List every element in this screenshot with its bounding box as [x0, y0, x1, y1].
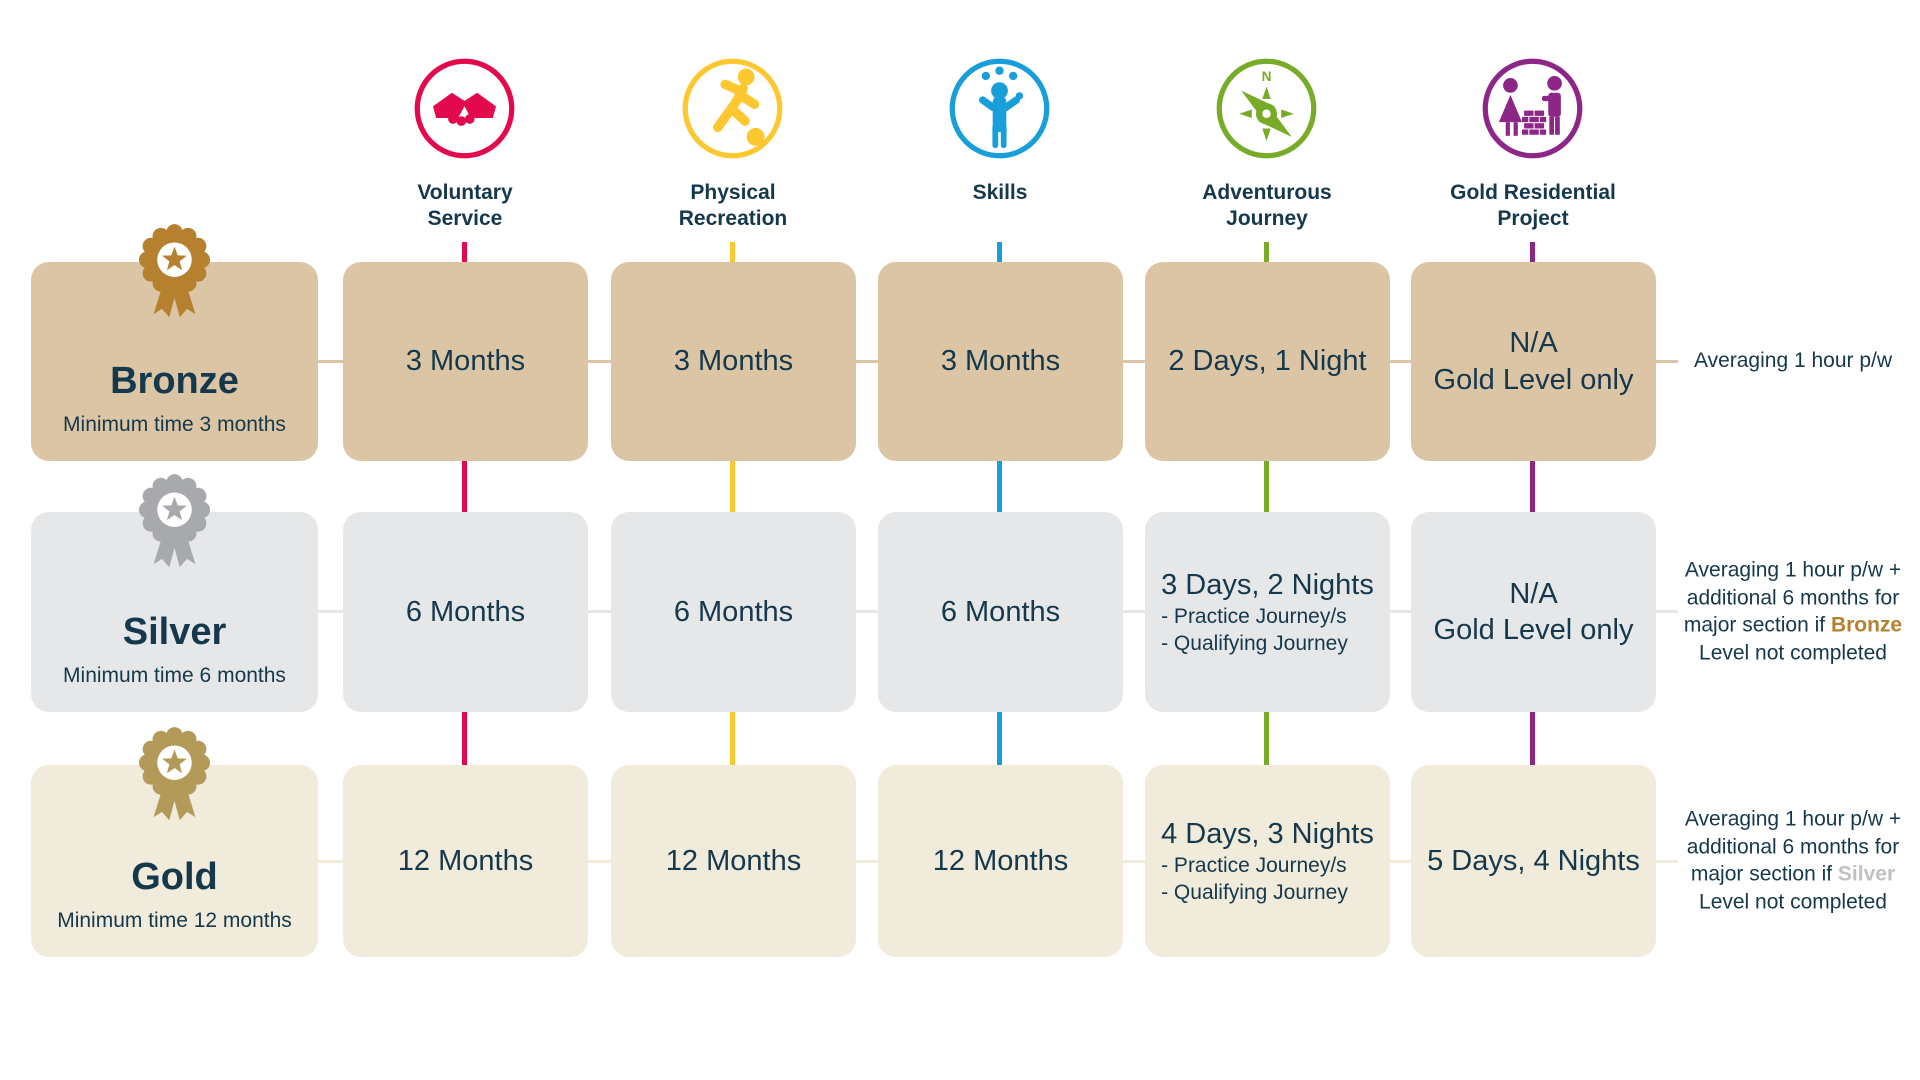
gold-level-title: Gold [131, 856, 218, 899]
column-header-skills: Skills [875, 180, 1125, 206]
column-header-gold-residential-project: Gold Residential Project [1408, 180, 1658, 232]
cell-value-line2: Gold Level only [1433, 363, 1634, 396]
cell-value: 12 Months [665, 844, 802, 877]
column-header-adventurous-journey: Adventurous Journey [1142, 180, 1392, 232]
column-header-line2: Service [427, 207, 503, 230]
physical-recreation-connector-line [730, 242, 735, 765]
gold-row-note: Averaging 1 hour p/w + additional 6 mont… [1666, 806, 1920, 917]
cell-value: 3 Months [940, 345, 1061, 378]
bronze-level-min-time: Minimum time 3 months [63, 413, 286, 436]
cell-bullet: - Qualifying Journey [1161, 881, 1348, 905]
cell-bullet: - Qualifying Journey [1161, 632, 1348, 656]
cell-value: 6 Months [405, 595, 526, 628]
gold-residential-connector-line [1530, 242, 1535, 765]
silver-level-min-time: Minimum time 6 months [63, 664, 286, 687]
column-header-line2: Journey [1226, 207, 1308, 230]
people-wall-icon [1480, 56, 1585, 161]
cell-gold-skills: 12 Months [878, 765, 1123, 957]
silver-medal-icon [122, 470, 227, 585]
column-header-line1: Gold Residential [1450, 181, 1616, 204]
cell-value: 6 Months [673, 595, 794, 628]
cell-value: N/A [1509, 577, 1558, 610]
bronze-level-title: Bronze [110, 360, 239, 403]
cell-value: 12 Months [397, 844, 534, 877]
cell-gold-physical-recreation: 12 Months [611, 765, 856, 957]
skills-connector-line [997, 242, 1002, 765]
note-text: Level not completed [1699, 890, 1887, 914]
cell-gold-adventurous-journey: 4 Days, 3 Nights - Practice Journey/s - … [1145, 765, 1390, 957]
compass-icon: N [1214, 56, 1319, 161]
column-header-line1: Physical [690, 181, 776, 204]
note-highlight: Bronze [1830, 614, 1903, 637]
adventurous-journey-connector-line [1264, 242, 1269, 765]
footballer-icon [680, 56, 785, 161]
juggler-icon [947, 56, 1052, 161]
column-header-line2: Recreation [678, 207, 788, 230]
silver-level-title: Silver [122, 611, 227, 654]
cell-silver-voluntary-service: 6 Months [343, 512, 588, 712]
cell-value: 3 Months [405, 345, 526, 378]
column-header-line1: Adventurous [1202, 181, 1332, 204]
column-header-voluntary-service: Voluntary Service [340, 180, 590, 232]
cell-value: 4 Days, 3 Nights [1161, 817, 1374, 850]
bronze-medal-icon [122, 220, 227, 335]
cell-value: 6 Months [940, 595, 1061, 628]
cell-silver-physical-recreation: 6 Months [611, 512, 856, 712]
cell-silver-skills: 6 Months [878, 512, 1123, 712]
cell-value: 3 Months [673, 345, 794, 378]
note-highlight: Silver [1837, 863, 1896, 886]
silver-row-note: Averaging 1 hour p/w + additional 6 mont… [1666, 557, 1920, 668]
column-header-line2: Project [1497, 207, 1569, 230]
cell-bullet: - Practice Journey/s [1161, 604, 1347, 628]
cell-value: 3 Days, 2 Nights [1161, 568, 1374, 601]
gold-level-min-time: Minimum time 12 months [57, 909, 292, 932]
cell-bronze-skills: 3 Months [878, 262, 1123, 461]
column-header-line1: Skills [972, 181, 1028, 204]
cell-silver-adventurous-journey: 3 Days, 2 Nights - Practice Journey/s - … [1145, 512, 1390, 712]
cell-bullet: - Practice Journey/s [1161, 853, 1347, 877]
note-text: Level not completed [1699, 641, 1887, 665]
cell-bronze-voluntary-service: 3 Months [343, 262, 588, 461]
cell-bronze-gold-residential: N/A Gold Level only [1411, 262, 1656, 461]
cell-value-line2: Gold Level only [1433, 614, 1634, 646]
handshake-icon [412, 56, 517, 161]
cell-gold-voluntary-service: 12 Months [343, 765, 588, 957]
cell-value: 12 Months [932, 844, 1069, 877]
cell-gold-gold-residential: 5 Days, 4 Nights [1411, 765, 1656, 957]
bronze-row-note: Averaging 1 hour p/w [1666, 347, 1920, 375]
cell-bronze-adventurous-journey: 2 Days, 1 Night [1145, 262, 1390, 461]
cell-silver-gold-residential: N/A Gold Level only [1411, 512, 1656, 712]
svg-text:N: N [1262, 69, 1272, 84]
cell-value: 5 Days, 4 Nights [1427, 844, 1640, 877]
cell-value: N/A [1509, 327, 1558, 360]
silver-level-card: Silver Minimum time 6 months [31, 512, 318, 712]
voluntary-service-connector-line [462, 242, 467, 765]
column-header-line1: Voluntary [417, 181, 513, 204]
cell-value: 2 Days, 1 Night [1168, 345, 1367, 378]
note-text: Averaging 1 hour p/w [1693, 349, 1893, 373]
note-text: Averaging 1 hour p/w + additional 6 mont… [1684, 807, 1902, 886]
note-text: Averaging 1 hour p/w + additional 6 mont… [1683, 558, 1902, 637]
gold-medal-icon [122, 723, 227, 838]
column-header-physical-recreation: Physical Recreation [608, 180, 858, 232]
cell-bronze-physical-recreation: 3 Months [611, 262, 856, 461]
